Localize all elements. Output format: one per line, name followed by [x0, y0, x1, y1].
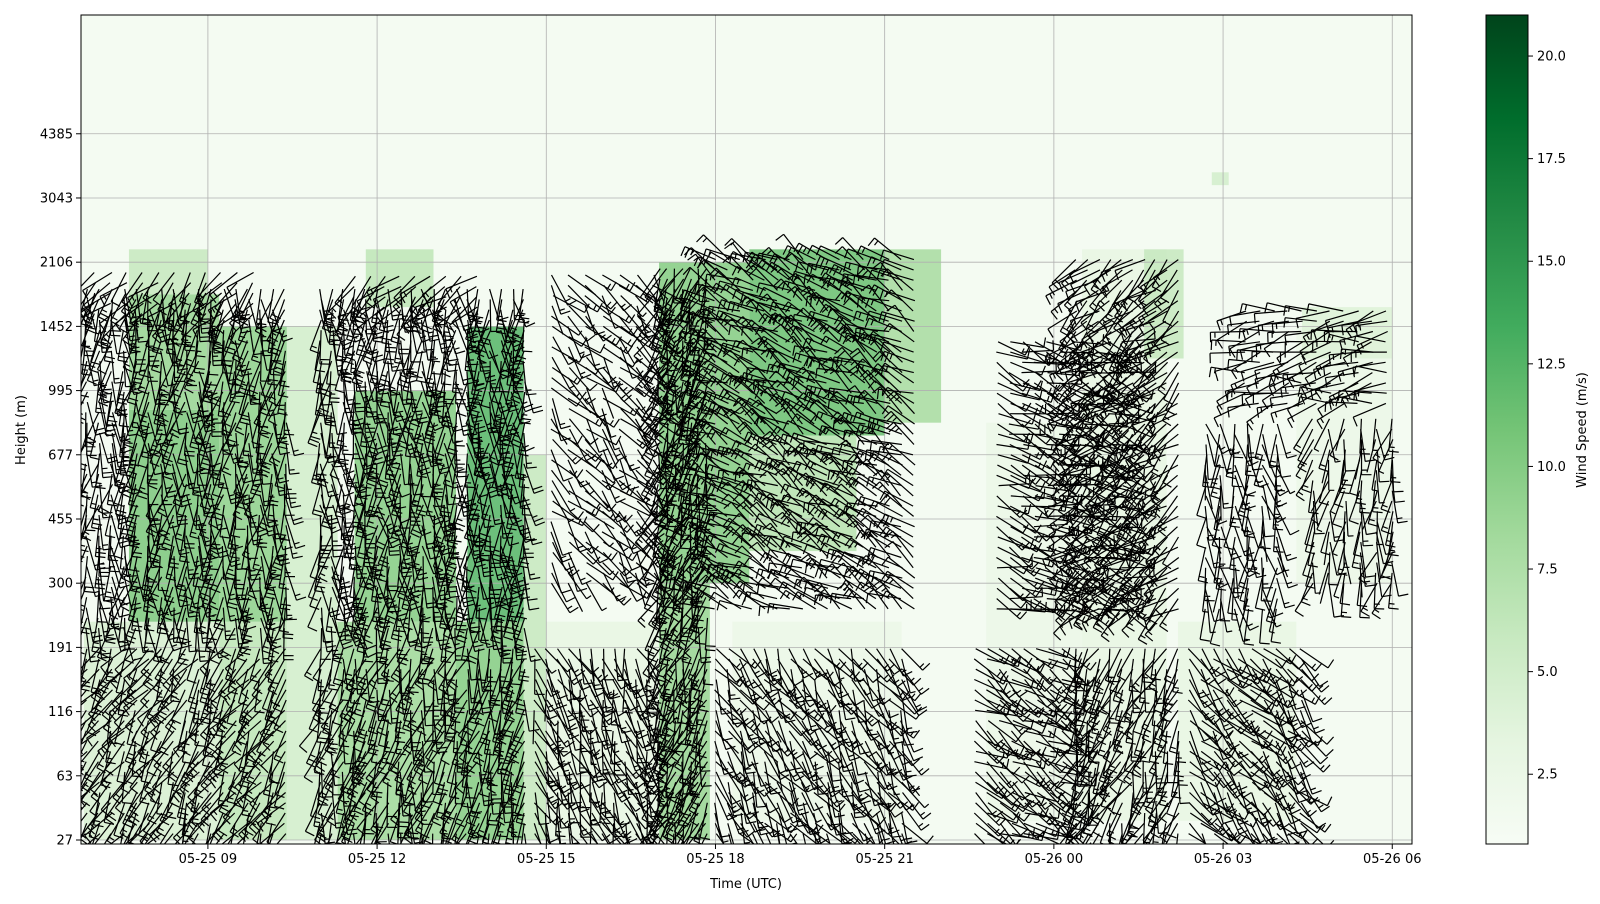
wind-barb [1220, 486, 1221, 521]
speed-cell [129, 249, 208, 294]
speed-cell [1212, 172, 1229, 185]
